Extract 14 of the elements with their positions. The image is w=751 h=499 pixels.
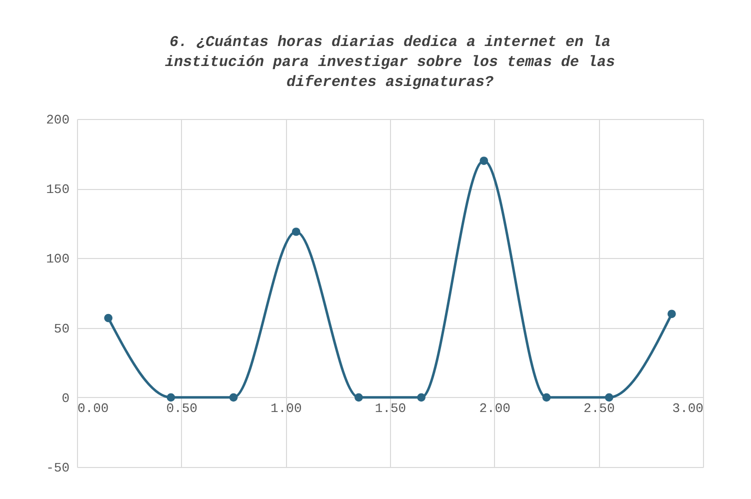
x-tick-label: 0.00 — [78, 400, 109, 416]
x-tick-label: 1.50 — [374, 400, 406, 416]
chart-title: 6. ¿Cuántas horas diarias dedica a internet en la institución para investigar sobre los temas de las diferentes asignaturas? — [164, 34, 616, 91]
x-tick-label: 2.00 — [479, 400, 510, 416]
x-tick-label: 1.00 — [270, 400, 302, 416]
x-tick-label: 2.50 — [584, 400, 615, 416]
x-tick-label: 0.50 — [166, 400, 198, 416]
y-tick-label: 50 — [54, 321, 70, 336]
y-tick-label: 0 — [62, 390, 70, 406]
y-tick-label: 200 — [46, 112, 70, 128]
x-tick-label: 3.00 — [672, 400, 704, 416]
y-tick-label: -50 — [46, 460, 70, 476]
y-tick-label: 100 — [46, 252, 70, 267]
y-tick-label: 150 — [46, 182, 70, 198]
